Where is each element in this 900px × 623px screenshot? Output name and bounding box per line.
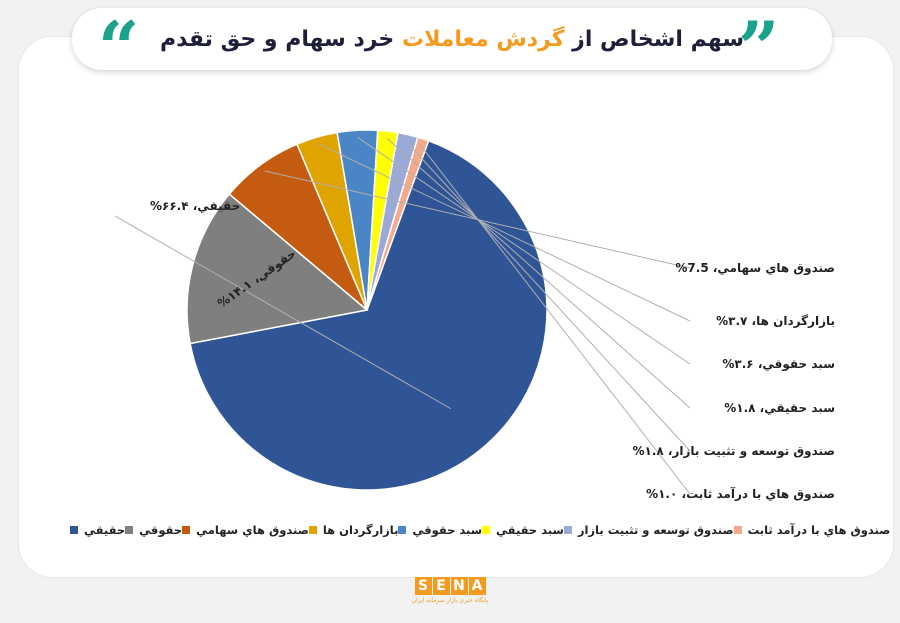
- legend-label: حقيقي: [84, 523, 126, 537]
- title-part-2: خرد سهام و حق تقدم: [159, 26, 395, 52]
- legend-item-3: صندوق هاي سهامي: [182, 523, 309, 537]
- slice-label-1: حقيقي، ۶۶.۴%: [150, 199, 240, 213]
- legend-swatch: [563, 526, 572, 534]
- logo-letter-1: S: [414, 577, 432, 595]
- leader-line-6: [386, 137, 691, 409]
- title-bar: سهم اشخاص از گردش معاملات خرد سهام و حق …: [72, 8, 832, 70]
- legend-item-8: صندوق هاي با درآمد ثابت: [733, 523, 891, 537]
- legend-item-1: حقيقي: [70, 523, 125, 537]
- slice-label-7: صندوق توسعه و تثبيت بازار، ۱.۸%: [633, 444, 836, 459]
- legend-item-6: سبد حقيقي: [482, 523, 564, 537]
- legend-label: صندوق توسعه و تثبيت بازار: [577, 523, 734, 537]
- legend-item-7: صندوق توسعه و تثبيت بازار: [563, 523, 734, 537]
- chart-legend: حقيقي حقوقي صندوق هاي سهامي بازارگردان ها سب…: [70, 520, 890, 540]
- title-part-1: سهم اشخاص از: [572, 26, 744, 52]
- slice-label-6: سبد حقيقي، ۱.۸%: [724, 401, 835, 415]
- legend-label: حقوقي: [139, 523, 183, 537]
- logo-letter-4: A: [468, 577, 486, 595]
- quote-open-icon: “: [98, 12, 140, 68]
- title-highlight: گردش معاملات: [401, 26, 565, 52]
- leader-line-5: [357, 137, 691, 365]
- leader-line-4: [318, 143, 691, 322]
- legend-label: صندوق هاي سهامي: [196, 523, 309, 537]
- slice-label-4: بازارگردان ها، ۳.۷%: [716, 314, 835, 328]
- legend-swatch: [308, 526, 317, 534]
- legend-item-5: سبد حقوقي: [398, 523, 482, 537]
- chart-title: سهم اشخاص از گردش معاملات خرد سهام و حق …: [160, 27, 744, 52]
- legend-label: سبد حقوقي: [412, 523, 483, 537]
- leader-line-7: [405, 141, 691, 452]
- leader-line-8: [420, 145, 691, 495]
- legend-swatch: [398, 526, 407, 534]
- pie-slice-1: [189, 139, 548, 491]
- legend-item-4: بازارگردان ها: [308, 523, 399, 537]
- slice-label-8: صندوق هاي با درآمد ثابت، ۱.۰%: [646, 486, 835, 502]
- legend-label: صندوق هاي با درآمد ثابت: [747, 523, 891, 537]
- quote-close-icon: ”: [738, 12, 780, 68]
- legend-item-2: حقوقي: [125, 523, 182, 537]
- logo-tagline: پایگاه خبری بازار سرمایه ایران: [411, 597, 489, 604]
- logo-letter-3: N: [450, 577, 468, 595]
- slice-label-5: سبد حقوقي، ۳.۶%: [722, 357, 835, 372]
- legend-label: بازارگردان ها: [322, 523, 399, 537]
- legend-swatch: [182, 526, 191, 534]
- slice-label-3: صندوق هاي سهامي، 7.5%: [675, 261, 835, 276]
- logo-letter-2: E: [432, 577, 450, 595]
- legend-swatch: [70, 526, 78, 534]
- leader-line-1: [114, 215, 452, 410]
- legend-swatch: [733, 526, 742, 534]
- legend-swatch: [482, 526, 491, 534]
- pie-slice-2: [186, 193, 369, 345]
- legend-swatch: [125, 526, 134, 534]
- pie-slice-8: [366, 136, 430, 311]
- legend-label: سبد حقيقي: [496, 523, 564, 537]
